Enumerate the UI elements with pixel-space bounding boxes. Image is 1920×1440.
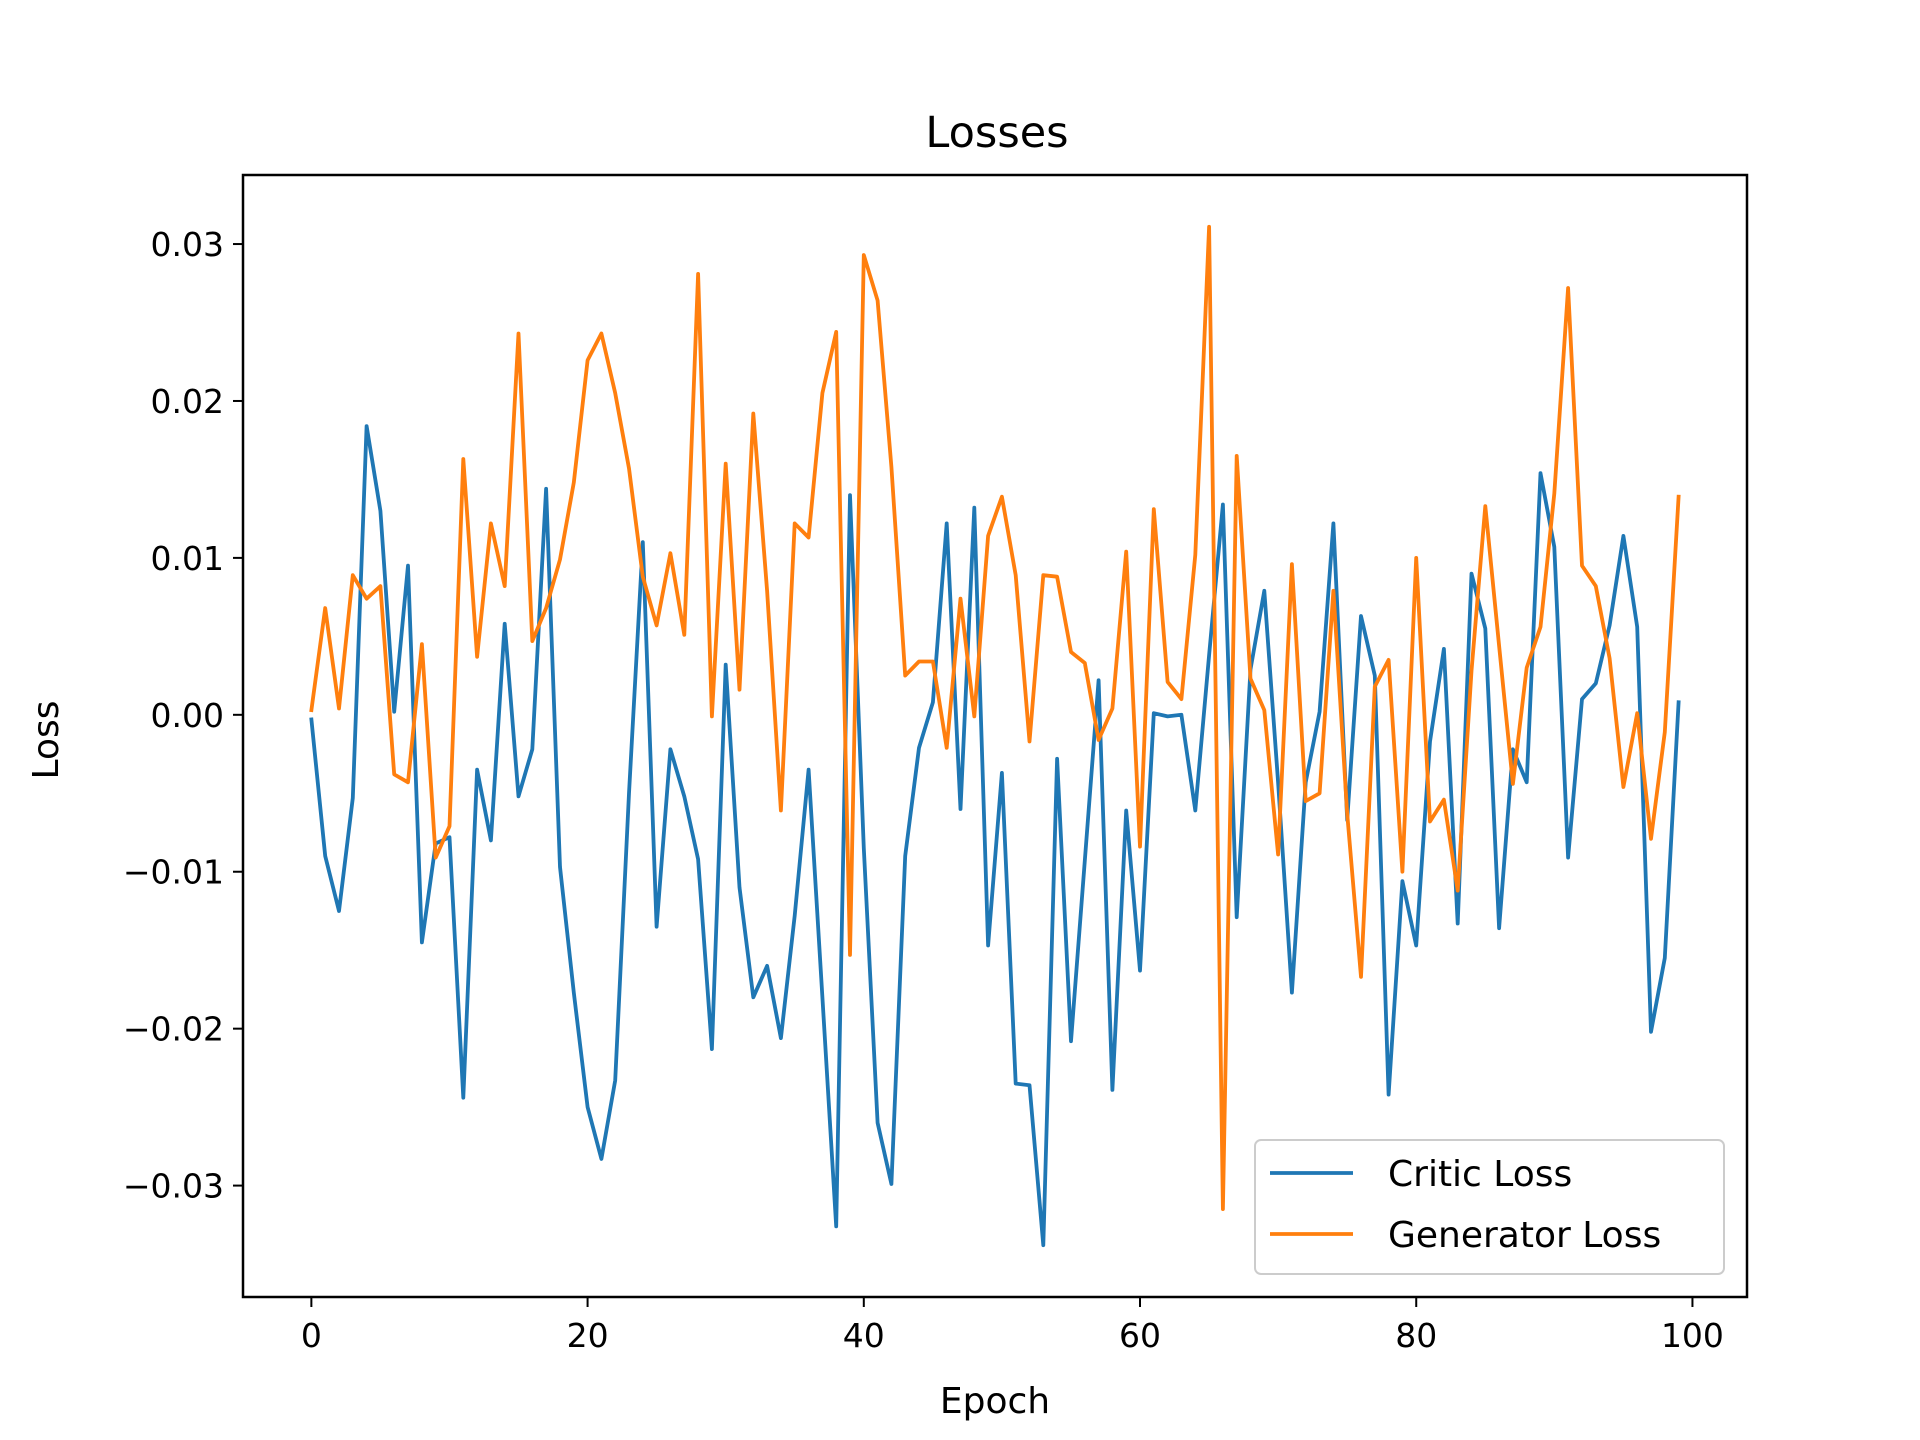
- x-tick-label: 40: [843, 1316, 885, 1355]
- y-axis: −0.03 −0.02 −0.01 0.00 0.01 0.02 0.03: [123, 225, 243, 1206]
- legend-label: Generator Loss: [1388, 1215, 1661, 1256]
- x-tick-label: 60: [1119, 1316, 1161, 1355]
- y-tick-label: −0.01: [123, 853, 224, 892]
- x-tick-label: 20: [567, 1316, 609, 1355]
- y-tick-label: 0.01: [151, 539, 224, 578]
- plot-area: [309, 224, 1681, 1248]
- legend: Critic Loss Generator Loss: [1254, 1139, 1725, 1275]
- y-tick-label: −0.03: [123, 1167, 224, 1206]
- y-tick-label: 0.02: [151, 382, 224, 421]
- legend-label: Critic Loss: [1388, 1154, 1572, 1195]
- y-tick-label: −0.02: [123, 1010, 224, 1049]
- x-tick-label: 80: [1395, 1316, 1437, 1355]
- x-tick-label: 0: [301, 1316, 322, 1355]
- y-axis-label: Loss: [26, 701, 67, 780]
- legend-box: [1254, 1139, 1725, 1275]
- x-tick-label: 100: [1661, 1316, 1724, 1355]
- series-line-generator-loss: [309, 224, 1681, 1211]
- y-tick-label: 0.03: [151, 225, 224, 264]
- x-axis-label: Epoch: [940, 1381, 1050, 1422]
- chart-title: Losses: [925, 108, 1068, 158]
- series-line-critic-loss: [309, 424, 1681, 1248]
- x-axis: 0 20 40 60 80 100: [301, 1297, 1724, 1355]
- y-tick-label: 0.00: [151, 696, 224, 735]
- axes-frame: [241, 173, 1749, 1299]
